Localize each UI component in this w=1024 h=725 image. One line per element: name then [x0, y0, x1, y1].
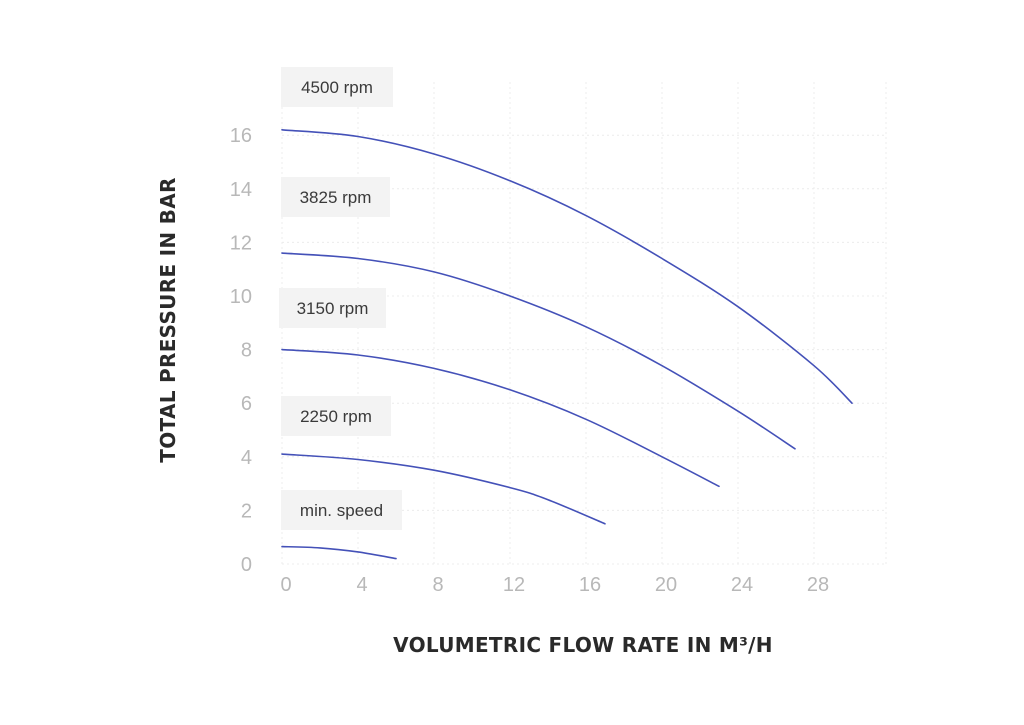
- y-axis-title: TOTAL PRESSURE IN BAR: [156, 177, 180, 462]
- curve-3825-rpm: [281, 252, 796, 450]
- series-label-box: [281, 67, 393, 107]
- x-tick-label: 28: [807, 574, 829, 596]
- series-label-box: [281, 490, 402, 530]
- series-label-4500-rpm: 4500 rpm: [301, 78, 373, 97]
- y-tick-label: 12: [230, 232, 252, 254]
- series-label-3825-rpm: 3825 rpm: [300, 188, 372, 207]
- y-tick-label: 16: [230, 125, 252, 147]
- curve-4500-rpm: [281, 129, 853, 404]
- series-curves: [281, 129, 853, 560]
- x-axis-title: VOLUMETRIC FLOW RATE IN M³/H: [393, 633, 773, 657]
- y-tick-label: 14: [230, 179, 252, 201]
- x-tick-label: 4: [356, 574, 367, 596]
- y-axis-ticks: 0 2 4 6 8 10 12 14 16: [230, 125, 252, 576]
- series-label-box: [281, 396, 391, 436]
- x-tick-label: 0: [280, 574, 291, 596]
- series-label-min-speed: min. speed: [300, 501, 383, 520]
- y-tick-label: 0: [241, 554, 252, 576]
- curve-min-speed: [281, 545, 397, 560]
- series-label-box: [279, 288, 386, 328]
- x-tick-label: 20: [655, 574, 677, 596]
- y-tick-label: 10: [230, 286, 252, 308]
- y-tick-label: 6: [241, 393, 252, 415]
- x-tick-label: 12: [503, 574, 525, 596]
- y-tick-label: 4: [241, 447, 252, 469]
- curve-3150-rpm: [281, 348, 720, 488]
- series-label-box: [281, 177, 390, 217]
- y-tick-label: 8: [241, 340, 252, 362]
- y-tick-label: 2: [241, 500, 252, 522]
- series-label-2250-rpm: 2250 rpm: [300, 407, 372, 426]
- series-labels: 4500 rpm 3825 rpm 3150 rpm 2250 rpm min. spe…: [279, 67, 402, 530]
- curve-2250-rpm: [281, 453, 606, 525]
- series-label-3150-rpm: 3150 rpm: [297, 299, 369, 318]
- x-tick-label: 8: [432, 574, 443, 596]
- x-tick-label: 24: [731, 574, 753, 596]
- x-tick-label: 16: [579, 574, 601, 596]
- x-axis-ticks: 0 4 8 12 16 20 24 28: [280, 574, 829, 596]
